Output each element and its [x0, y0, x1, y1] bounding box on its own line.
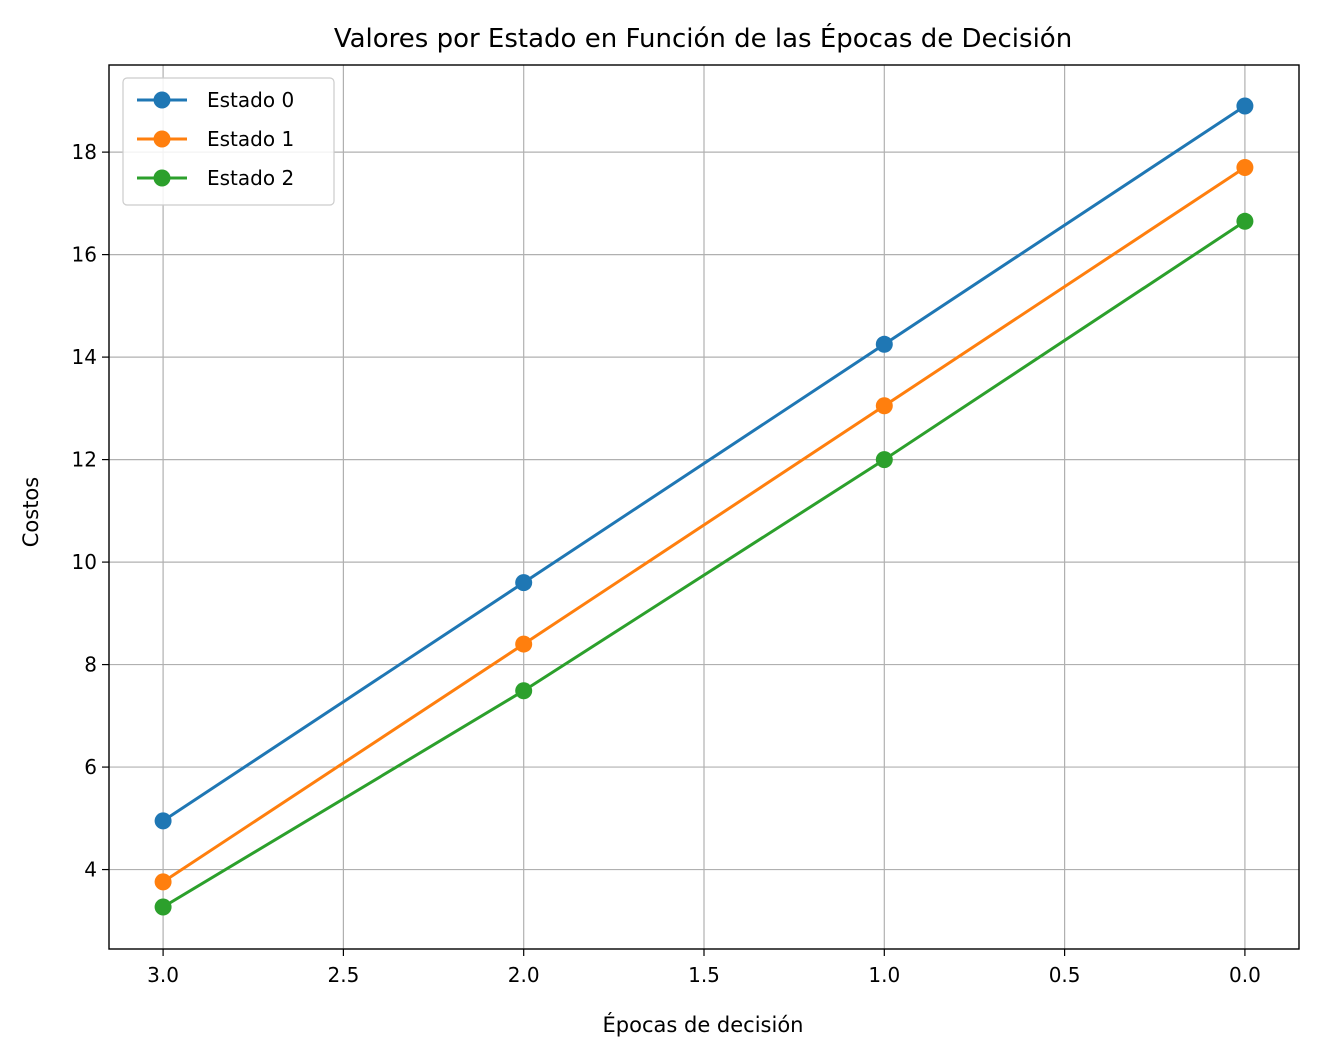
x-axis-ticks: 3.0 2.5 2.0 1.5 1.0 0.5 0.0: [147, 949, 1261, 987]
x-axis-label: Épocas de decisión: [603, 1012, 804, 1037]
data-point: [1236, 212, 1254, 230]
legend-item: Estado 1: [137, 127, 294, 151]
y-tick-label: 12: [72, 448, 97, 472]
y-tick-label: 14: [72, 345, 97, 369]
x-tick-label: 1.5: [688, 963, 720, 987]
legend-marker: [153, 91, 171, 109]
x-tick-label: 1.0: [868, 963, 900, 987]
x-tick-label: 0.0: [1229, 963, 1261, 987]
legend-marker: [153, 130, 171, 148]
legend-label: Estado 0: [207, 88, 294, 112]
data-point: [154, 873, 172, 891]
y-tick-label: 16: [72, 243, 97, 267]
series-1: [154, 158, 1254, 891]
plot-frame: [108, 64, 1300, 950]
data-point: [1236, 97, 1254, 115]
y-tick-label: 6: [84, 755, 97, 779]
y-tick-label: 8: [84, 653, 97, 677]
x-tick-label: 3.0: [147, 963, 179, 987]
series-group: [154, 97, 1254, 916]
data-point: [875, 335, 893, 353]
data-point: [875, 397, 893, 415]
x-tick-label: 2.0: [508, 963, 540, 987]
y-axis-ticks: 4 6 8 10 12 14 16 18: [72, 140, 109, 882]
legend-label: Estado 1: [207, 127, 294, 151]
y-tick-label: 4: [84, 858, 97, 882]
y-axis-label: Costos: [19, 477, 43, 547]
legend: Estado 0 Estado 1 Estado 2: [122, 77, 335, 206]
data-point: [515, 635, 533, 653]
series-line: [162, 166, 1246, 884]
x-tick-label: 2.5: [327, 963, 359, 987]
data-point: [875, 451, 893, 469]
legend-marker: [153, 169, 171, 187]
x-tick-label: 0.5: [1049, 963, 1081, 987]
series-0: [154, 97, 1254, 830]
legend-label: Estado 2: [207, 166, 294, 190]
legend-item: Estado 0: [137, 88, 294, 112]
series-2: [154, 212, 1254, 916]
series-line: [162, 104, 1246, 823]
data-point: [515, 574, 533, 592]
grid: [109, 65, 1299, 949]
y-tick-label: 18: [72, 140, 97, 164]
chart-title: Valores por Estado en Función de las Épo…: [334, 22, 1072, 54]
series-line: [162, 220, 1246, 909]
data-point: [154, 898, 172, 916]
data-point: [154, 812, 172, 830]
legend-item: Estado 2: [137, 166, 294, 190]
legend-box: [122, 77, 335, 206]
data-point: [1236, 158, 1254, 176]
y-tick-label: 10: [72, 550, 97, 574]
data-point: [515, 682, 533, 700]
